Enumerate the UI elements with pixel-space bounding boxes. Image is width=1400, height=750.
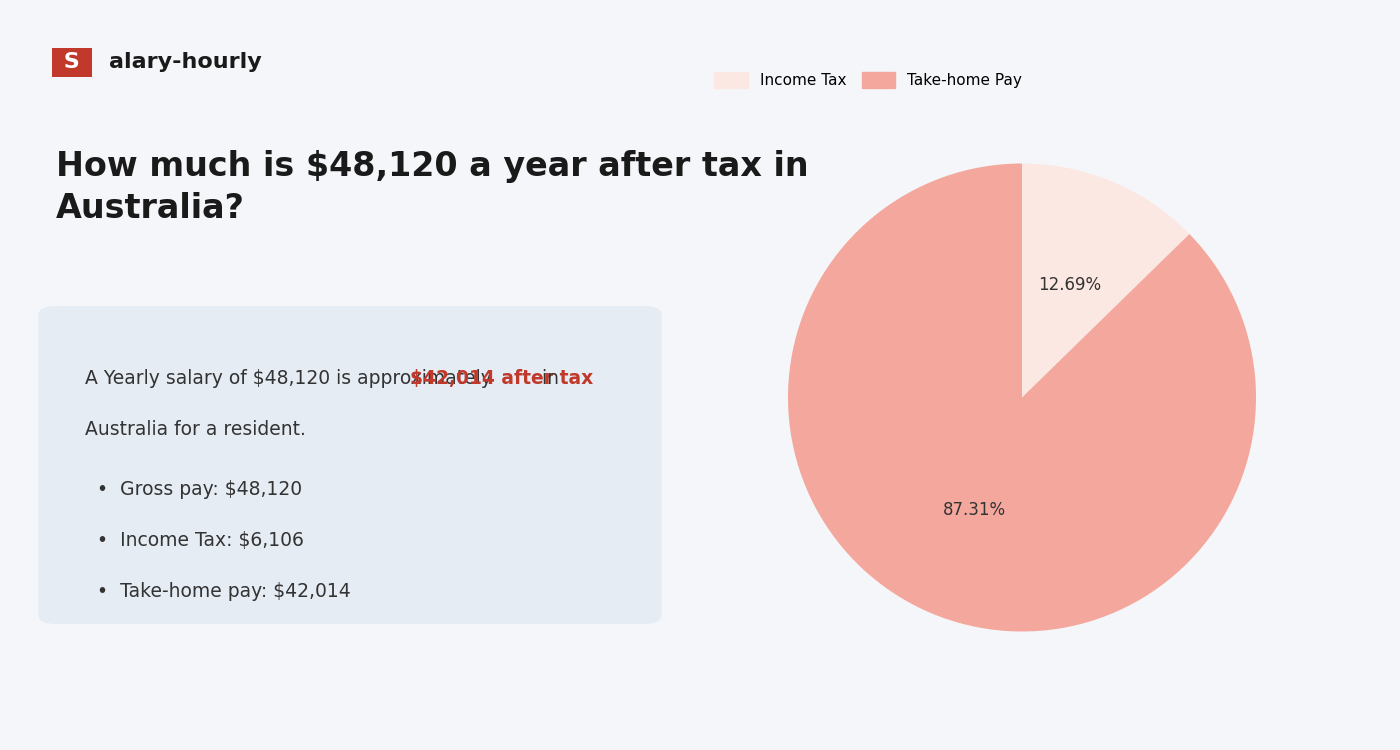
Text: 87.31%: 87.31%	[944, 501, 1007, 519]
Legend: Income Tax, Take-home Pay: Income Tax, Take-home Pay	[708, 66, 1029, 94]
Text: •  Take-home pay: $42,014: • Take-home pay: $42,014	[97, 582, 351, 601]
Text: How much is $48,120 a year after tax in
Australia?: How much is $48,120 a year after tax in …	[56, 150, 809, 225]
FancyBboxPatch shape	[38, 306, 662, 624]
Text: 12.69%: 12.69%	[1037, 276, 1100, 294]
Wedge shape	[1022, 164, 1190, 398]
Text: alary-hourly: alary-hourly	[109, 53, 262, 73]
Text: $42,014 after tax: $42,014 after tax	[410, 369, 594, 388]
Wedge shape	[788, 164, 1256, 632]
Text: Australia for a resident.: Australia for a resident.	[85, 420, 307, 439]
Text: A Yearly salary of $48,120 is approximately: A Yearly salary of $48,120 is approximat…	[85, 369, 498, 388]
Text: •  Gross pay: $48,120: • Gross pay: $48,120	[97, 480, 302, 499]
Text: S: S	[56, 53, 87, 73]
Text: in: in	[536, 369, 559, 388]
Text: •  Income Tax: $6,106: • Income Tax: $6,106	[97, 531, 304, 550]
